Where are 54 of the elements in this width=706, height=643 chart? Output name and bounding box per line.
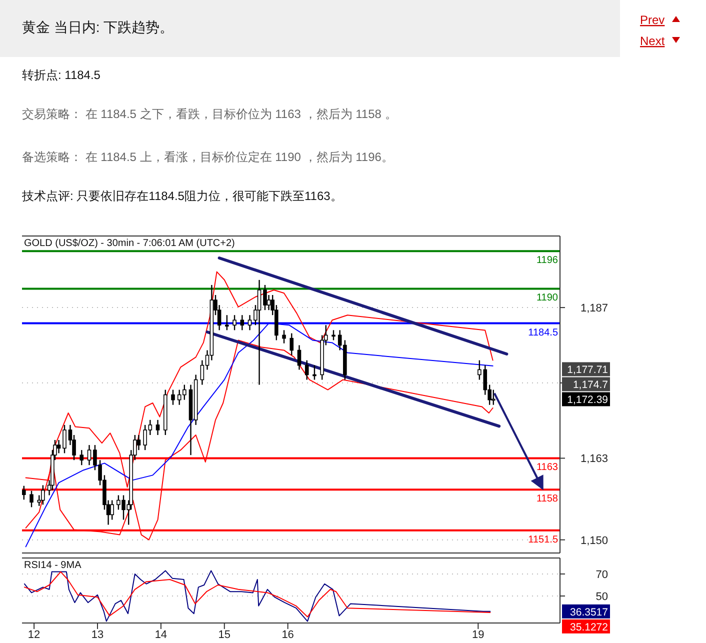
ref-line-label: 1151.5 xyxy=(528,534,558,546)
candlestick xyxy=(304,360,309,380)
candlestick xyxy=(171,389,175,406)
candlestick xyxy=(248,314,252,331)
value-tag: 35.1272 xyxy=(562,619,610,634)
text: 交易策略： 在 1184.5 之下，看跌，目标价位为 1163 ，然后为 1158 。 xyxy=(22,107,397,121)
candlestick xyxy=(257,279,262,386)
candlestick xyxy=(290,332,294,356)
text: Prev xyxy=(640,13,665,27)
y-tick-label: 1,163 xyxy=(580,453,608,466)
text: 技术点评: 只要依旧存在1184.5阻力位，很可能下跌至1163。 xyxy=(21,189,342,203)
ref-line-label: 1196 xyxy=(536,255,558,266)
y-tick-label: 1,187 xyxy=(580,302,608,315)
candlestick xyxy=(87,444,92,466)
chart-title: GOLD (US$/OZ) - 30min - 7:06:01 AM (UTC+2) xyxy=(24,238,235,249)
x-tick-label: 12 xyxy=(28,629,40,641)
text: 黄金 当日内: 下跌趋势。 xyxy=(22,19,174,35)
candlestick xyxy=(491,389,496,406)
candlestick xyxy=(225,314,229,331)
ref-line-label: 1190 xyxy=(536,292,558,304)
candlestick xyxy=(297,344,302,370)
candlestick xyxy=(22,485,26,500)
candlestick xyxy=(56,439,61,454)
x-tick-label: 13 xyxy=(91,629,104,641)
x-tick-label: 16 xyxy=(282,629,294,641)
candlestick xyxy=(282,330,286,344)
candlestick xyxy=(332,330,336,341)
candlestick xyxy=(110,500,114,520)
text: 转折点: 1184.5 xyxy=(22,68,101,82)
ref-line-label: 1163 xyxy=(536,462,558,474)
candlestick xyxy=(62,424,66,454)
candlestick xyxy=(232,314,236,331)
x-tick-label: 15 xyxy=(218,629,231,641)
y-tick-label: 50 xyxy=(596,591,608,604)
candlestick xyxy=(80,449,84,466)
candlestick xyxy=(312,364,316,380)
x-tick-label: 14 xyxy=(154,629,168,641)
candlestick xyxy=(240,314,244,331)
value-tag: 1,174.7 xyxy=(562,377,610,392)
candlestick xyxy=(263,284,267,311)
candlestick xyxy=(41,484,45,506)
value-tag: 1,177.71 xyxy=(562,362,610,376)
chart-title: RSI14 - 9MA xyxy=(24,560,82,571)
candlestick xyxy=(156,419,160,436)
candlestick xyxy=(30,490,34,508)
x-tick-label: 19 xyxy=(472,629,484,641)
text: Next xyxy=(640,34,666,48)
ref-line-label: 1184.5 xyxy=(528,327,558,338)
y-tick-label: 70 xyxy=(596,568,608,581)
value-tag: 1,172.39 xyxy=(562,392,610,406)
value-tag: 36.3517 xyxy=(562,604,610,618)
text: 备选策略： 在 1184.5 上，看涨，目标价位定在 1190 ，然后为 1196。 xyxy=(22,150,394,164)
ref-line-label: 1158 xyxy=(536,494,558,505)
y-tick-label: 1,150 xyxy=(580,534,608,547)
